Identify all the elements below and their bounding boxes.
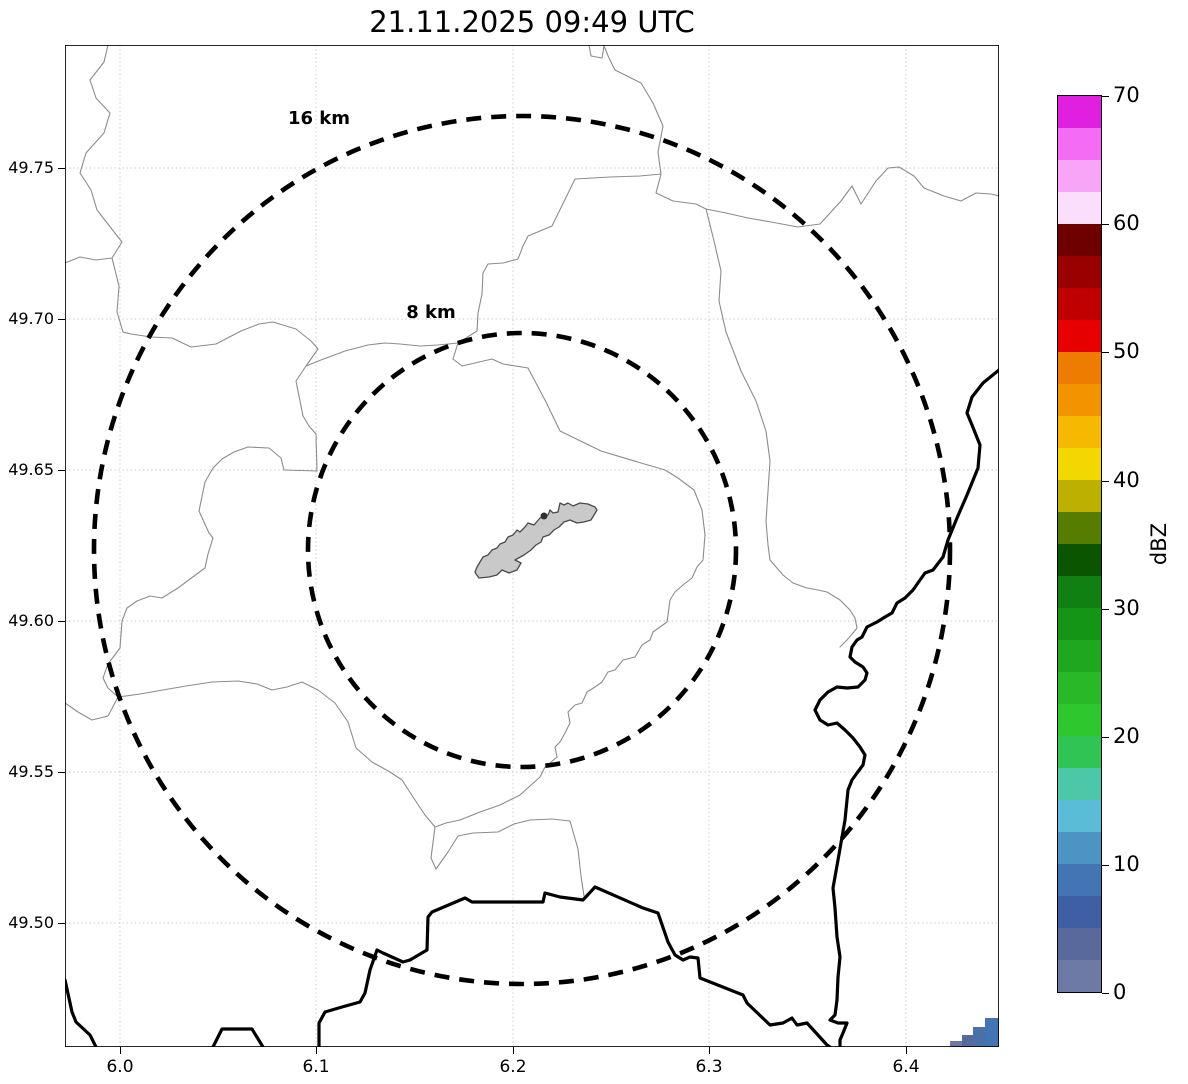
country-border-line bbox=[211, 1027, 265, 1047]
colorbar-segment bbox=[1058, 640, 1101, 672]
colorbar-segment bbox=[1058, 832, 1101, 864]
colorbar-segment bbox=[1058, 672, 1101, 704]
admin-boundary-line bbox=[430, 818, 585, 897]
range-ring-16km bbox=[91, 113, 953, 987]
colorbar-segment bbox=[1058, 288, 1101, 320]
admin-boundary-line bbox=[705, 166, 999, 228]
colorbar-tick-mark bbox=[1102, 736, 1109, 738]
colorbar-segment bbox=[1058, 480, 1101, 512]
colorbar-segment bbox=[1058, 928, 1101, 960]
colorbar-segment bbox=[1058, 704, 1101, 736]
colorbar-segment bbox=[1058, 960, 1101, 992]
admin-boundary-line bbox=[65, 696, 119, 721]
colorbar-tick-label: 50 bbox=[1113, 339, 1140, 363]
colorbar-segment bbox=[1058, 768, 1101, 800]
colorbar-segment bbox=[1058, 96, 1101, 128]
admin-boundary-line bbox=[588, 45, 707, 210]
radar-echo-pixel bbox=[973, 1027, 986, 1047]
y-tick-label: 49.70 bbox=[8, 309, 54, 328]
colorbar-tick-label: 20 bbox=[1113, 724, 1140, 748]
colorbar-segment bbox=[1058, 192, 1101, 224]
colorbar bbox=[1057, 95, 1102, 993]
y-tick-mark bbox=[58, 620, 65, 622]
colorbar-segment bbox=[1058, 576, 1101, 608]
x-tick-mark bbox=[512, 1047, 514, 1054]
y-tick-label: 49.50 bbox=[8, 913, 54, 932]
admin-boundary-line bbox=[305, 342, 459, 367]
y-tick-label: 49.65 bbox=[8, 460, 54, 479]
colorbar-segment bbox=[1058, 384, 1101, 416]
colorbar-tick-mark bbox=[1102, 864, 1109, 866]
colorbar-tick-mark bbox=[1102, 480, 1109, 482]
admin-boundary-line bbox=[122, 321, 319, 472]
colorbar-segment bbox=[1058, 256, 1101, 288]
y-tick-mark bbox=[58, 922, 65, 924]
radar-site-marker bbox=[540, 512, 548, 520]
colorbar-segment bbox=[1058, 224, 1101, 256]
colorbar-segment bbox=[1058, 448, 1101, 480]
x-tick-label: 6.1 bbox=[302, 1057, 330, 1077]
y-tick-label: 49.60 bbox=[8, 611, 54, 630]
country-border-line bbox=[65, 978, 98, 1047]
x-tick-label: 6.4 bbox=[892, 1057, 920, 1077]
country-border-line bbox=[317, 885, 832, 1047]
admin-boundary-line bbox=[65, 256, 113, 264]
admin-boundary-line bbox=[79, 45, 124, 333]
colorbar-tick-label: 40 bbox=[1113, 468, 1140, 492]
x-tick-label: 6.3 bbox=[695, 1057, 723, 1077]
admin-boundary-line bbox=[117, 680, 436, 828]
y-tick-mark bbox=[58, 318, 65, 320]
colorbar-tick-mark bbox=[1102, 223, 1109, 225]
colorbar-segment bbox=[1058, 864, 1101, 896]
range-ring-label: 8 km bbox=[406, 302, 456, 323]
colorbar-segment bbox=[1058, 416, 1101, 448]
y-tick-mark bbox=[58, 167, 65, 169]
colorbar-segment bbox=[1058, 128, 1101, 160]
colorbar-tick-mark bbox=[1102, 992, 1109, 994]
colorbar-tick-mark bbox=[1102, 351, 1109, 353]
radar-echo-pixel bbox=[985, 1018, 999, 1047]
colorbar-segment bbox=[1058, 608, 1101, 640]
map-plot-svg: 16 km 8 km bbox=[65, 45, 999, 1047]
colorbar-tick-label: 0 bbox=[1113, 980, 1127, 1004]
y-tick-mark bbox=[58, 469, 65, 471]
colorbar-segment bbox=[1058, 352, 1101, 384]
radar-echo-pixel bbox=[950, 1041, 964, 1047]
admin-boundary-line bbox=[457, 173, 662, 344]
colorbar-segment bbox=[1058, 512, 1101, 544]
y-tick-label: 49.75 bbox=[8, 158, 54, 177]
x-tick-mark bbox=[708, 1047, 710, 1054]
colorbar-tick-label: 10 bbox=[1113, 852, 1140, 876]
x-tick-label: 6.2 bbox=[499, 1057, 527, 1077]
colorbar-segment bbox=[1058, 800, 1101, 832]
colorbar-tick-mark bbox=[1102, 95, 1109, 97]
figure-title: 21.11.2025 09:49 UTC bbox=[369, 5, 695, 39]
x-tick-mark bbox=[119, 1047, 121, 1054]
x-tick-mark bbox=[905, 1047, 907, 1054]
admin-boundary-line bbox=[434, 342, 706, 828]
country-border-line bbox=[813, 368, 999, 1047]
range-ring-label: 16 km bbox=[288, 108, 350, 129]
colorbar-segment bbox=[1058, 544, 1101, 576]
colorbar-segment bbox=[1058, 160, 1101, 192]
colorbar-segment bbox=[1058, 736, 1101, 768]
colorbar-tick-label: 30 bbox=[1113, 596, 1140, 620]
radar-echo-pixel bbox=[962, 1035, 974, 1047]
range-ring-8km bbox=[305, 330, 739, 770]
colorbar-tick-label: 70 bbox=[1113, 83, 1140, 107]
urban-area-polygon bbox=[474, 502, 598, 579]
colorbar-label: dBZ bbox=[1147, 522, 1171, 566]
colorbar-tick-mark bbox=[1102, 608, 1109, 610]
colorbar-segment bbox=[1058, 896, 1101, 928]
admin-boundary-line bbox=[705, 208, 858, 648]
colorbar-segment bbox=[1058, 320, 1101, 352]
y-tick-label: 49.55 bbox=[8, 762, 54, 781]
x-tick-mark bbox=[315, 1047, 317, 1054]
x-tick-label: 6.0 bbox=[106, 1057, 134, 1077]
colorbar-tick-label: 60 bbox=[1113, 211, 1140, 235]
y-tick-mark bbox=[58, 771, 65, 773]
admin-boundary-line bbox=[102, 446, 318, 698]
